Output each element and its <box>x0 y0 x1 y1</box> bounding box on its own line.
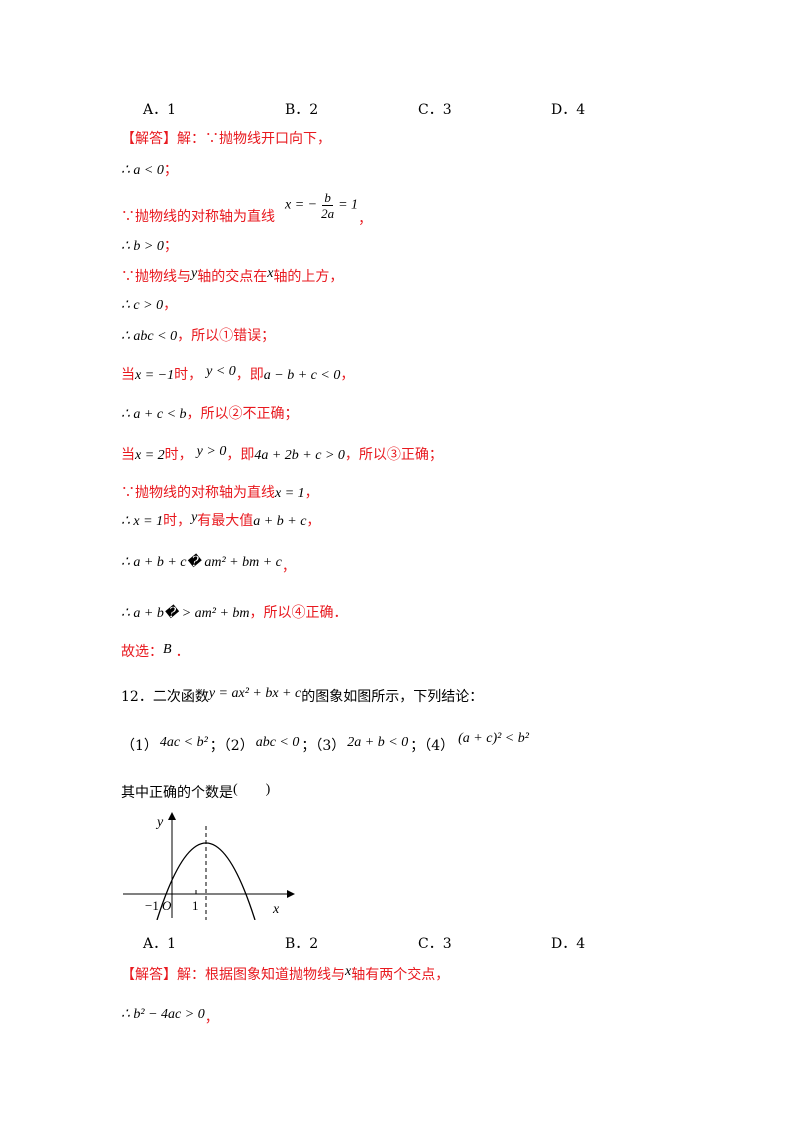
solution-1-line-5: ∵抛物线与y轴的交点在x轴的上方， <box>121 266 344 285</box>
parabola-graph: y x −1 O 1 <box>123 812 295 920</box>
origin-label: O <box>162 898 172 913</box>
solution-1-line-12: ∴ x = 1时，y有最大值a + b + c， <box>121 510 321 529</box>
option-c: C．3 <box>418 936 452 952</box>
axis-formula: x = − b 2a = 1， <box>285 190 373 228</box>
solution-1-line-11: ∵抛物线的对称轴为直线x = 1， <box>121 485 319 501</box>
question-12-ask: 其中正确的个数是( ) <box>121 782 271 801</box>
parabola-curve <box>156 842 256 920</box>
solution-2-line-1: 【解答】解：根据图象知道抛物线与x轴有两个交点， <box>121 964 450 983</box>
solution-1-line-6: ∴ c > 0， <box>121 297 178 313</box>
y-label: y <box>155 815 164 830</box>
solution-1-line-15: 故选：B ． <box>121 642 190 660</box>
tick-neg1-label: −1 <box>145 898 159 913</box>
solution-tag: 【解答】 <box>121 131 177 147</box>
solution-1-line-1: 【解答】解：∵抛物线开口向下， <box>121 131 331 147</box>
solution-1-line-8: 当x = −1时， y < 0，即a − b + c < 0， <box>121 364 355 383</box>
solution-1-line-4: ∴ b > 0； <box>121 238 178 254</box>
question-12-stem: 12．二次函数y = ax² + bx + c的图象如图所示，下列结论： <box>121 686 484 705</box>
solution-1-line-14: ∴ a + b� > am² + bm，所以④正确． <box>121 605 348 621</box>
x-label: x <box>272 902 280 917</box>
option-c-prev: C．3 <box>418 102 452 118</box>
x-axis-arrow <box>287 890 295 898</box>
option-b-prev: B．2 <box>285 102 319 118</box>
solution-2-tag: 【解答】 <box>121 967 177 983</box>
option-d: D．4 <box>551 936 586 952</box>
solution-1-line-13: ∴ a + b + c� am² + bm + c， <box>121 555 296 575</box>
question-12-conclusions: （1） 4ac < b² ；（2） abc < 0 ；（3） 2a + b < 0 ；（4）… <box>121 731 529 754</box>
solution-2-line-2: ∴ b² − 4ac > 0， <box>121 1007 219 1026</box>
tick-1-label: 1 <box>192 898 199 913</box>
option-b: B．2 <box>285 936 319 952</box>
solution-1-line-10: 当x = 2时， y > 0，即4a + 2b + c > 0，所以③正确； <box>121 444 443 463</box>
option-a-prev: A．1 <box>143 102 177 118</box>
option-d-prev: D．4 <box>551 102 586 118</box>
solution-1-line-3: ∵抛物线的对称轴为直线 x = − b 2a = 1， <box>121 190 373 228</box>
solution-1-line-7: ∴ abc < 0，所以①错误； <box>121 328 276 344</box>
y-axis-arrow <box>168 812 176 820</box>
solution-1-line-9: ∴ a + c < b，所以②不正确； <box>121 406 299 422</box>
option-a: A．1 <box>143 936 177 952</box>
solution-1-line-2: ∴ a < 0； <box>121 162 178 178</box>
